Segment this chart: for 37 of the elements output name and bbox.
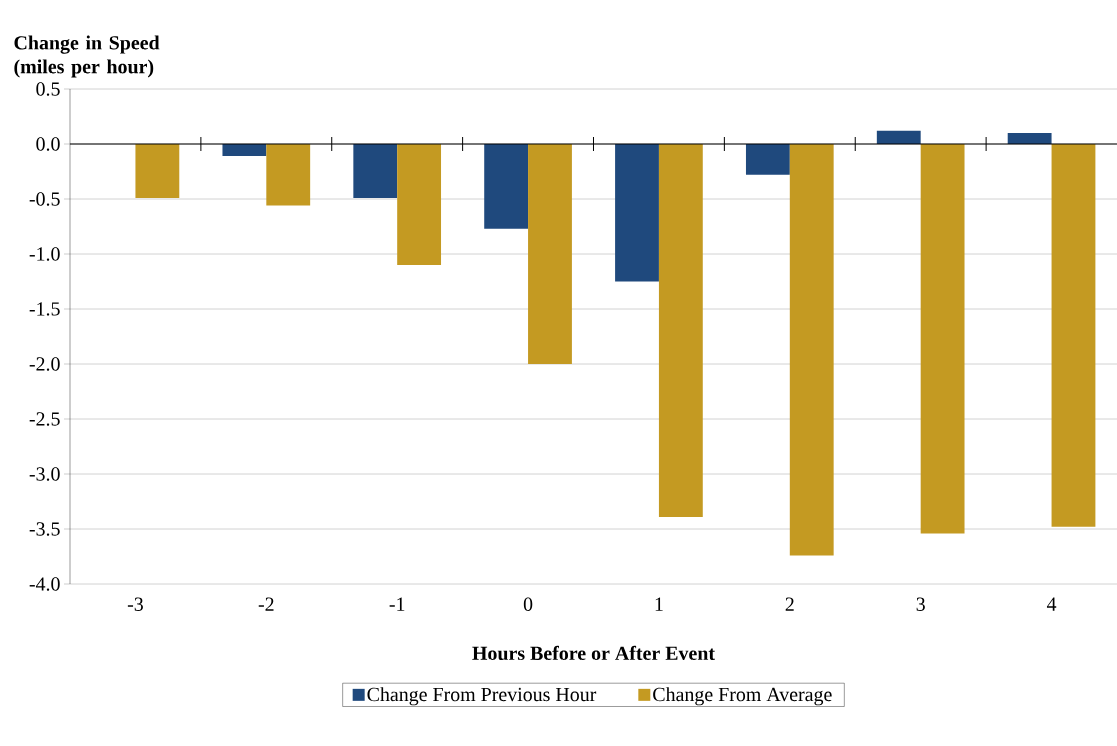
x-tick-label: 0 [523, 597, 533, 611]
x-tick-label: -1 [389, 597, 405, 611]
bar [658, 144, 703, 517]
y-tick-label: 0.0 [36, 137, 60, 151]
bar [528, 144, 572, 364]
bar [876, 130, 921, 144]
y-tick-label: -3.0 [29, 467, 60, 481]
legend-label: Change From Previous Hour [367, 687, 597, 706]
bar [745, 144, 790, 175]
x-axis-title: Hours Before or After Event [472, 645, 715, 661]
y-axis-title: Change in Speed (miles per hour) [14, 35, 160, 78]
bar [789, 144, 834, 556]
y-tick-label: -1.5 [29, 302, 60, 316]
y-tick-label: -3.5 [29, 522, 60, 536]
x-tick-label: 4 [1046, 597, 1057, 611]
bar [353, 144, 398, 198]
bar [484, 144, 529, 229]
x-tick-label: -2 [258, 597, 274, 611]
y-tick-label: -2.0 [29, 357, 60, 371]
y-tick-label: -2.5 [29, 412, 60, 426]
bar [135, 144, 180, 198]
bar [1051, 144, 1096, 527]
bar [615, 144, 659, 282]
x-tick-label: 2 [785, 597, 794, 611]
y-tick-label: -4.0 [29, 577, 60, 591]
x-tick-label: 1 [655, 597, 663, 611]
y-tick-label: -0.5 [29, 192, 60, 206]
bar [920, 144, 965, 534]
bar [222, 144, 267, 157]
bar [266, 144, 311, 206]
x-tick-label: -3 [127, 597, 143, 611]
legend-label: Change From Average [653, 687, 832, 706]
bar [1007, 133, 1052, 144]
y-tick-label: -1.0 [29, 247, 60, 261]
y-tick-label: 0.5 [36, 82, 60, 96]
x-tick-label: 3 [916, 597, 925, 611]
bar [397, 144, 442, 265]
